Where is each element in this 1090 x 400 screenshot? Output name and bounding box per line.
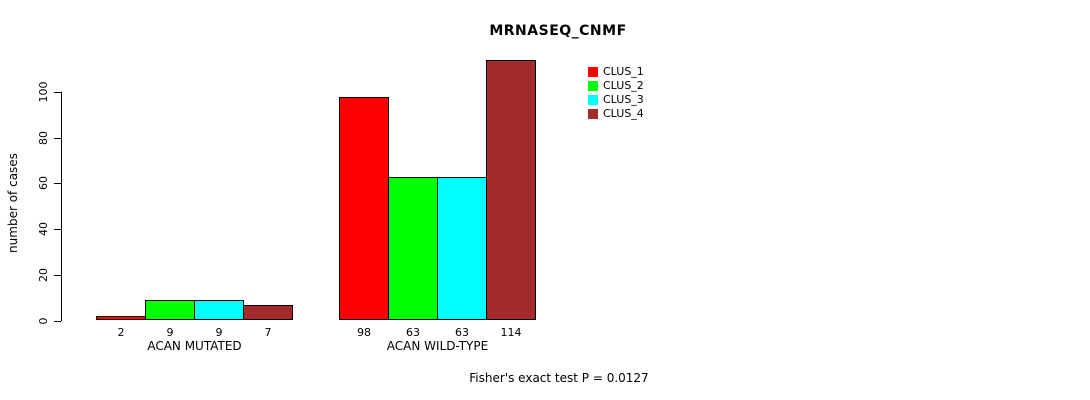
legend-label-clus_2: CLUS_2 (603, 79, 644, 92)
y-tick (54, 92, 61, 93)
bar-value-label: 114 (500, 326, 522, 339)
legend-swatch-clus_1 (588, 67, 598, 77)
chart-title: MRNASEQ_CNMF (489, 23, 627, 39)
legend-swatch-clus_4 (588, 109, 598, 119)
category-label: ACAN MUTATED (147, 339, 242, 353)
bar-value-label: 7 (264, 326, 272, 339)
bar-value-label: 63 (406, 326, 420, 339)
bar-clus_2-group1 (145, 299, 195, 321)
legend-label-clus_3: CLUS_3 (603, 93, 644, 106)
bar-clus_1-group1 (96, 315, 146, 321)
y-tick-label: 60 (37, 176, 50, 191)
y-tick (54, 137, 61, 139)
legend-label-clus_4: CLUS_4 (603, 107, 644, 120)
legend-swatch-clus_3 (588, 95, 598, 105)
y-axis-label: number of cases (6, 153, 20, 253)
bar-clus_3-group1 (194, 299, 244, 321)
category-label: ACAN WILD-TYPE (386, 339, 489, 353)
y-tick-label: 20 (37, 267, 50, 282)
stat-test-annotation: Fisher's exact test P = 0.0127 (469, 371, 649, 385)
y-tick (54, 274, 61, 276)
y-tick-label: 40 (37, 222, 50, 237)
bar-clus_1-group2 (339, 96, 389, 321)
bar-clus_3-group2 (437, 176, 487, 321)
y-axis-line (61, 92, 62, 321)
y-tick-label: 0 (37, 317, 50, 324)
y-tick-label: 80 (37, 130, 50, 145)
bar-value-label: 2 (117, 326, 125, 339)
legend-swatch-clus_2 (588, 81, 598, 91)
legend-label-clus_1: CLUS_1 (603, 65, 644, 78)
bar-clus_2-group2 (388, 176, 438, 321)
y-tick (54, 183, 61, 185)
bar-clus_4-group1 (243, 304, 293, 321)
y-tick-label: 100 (37, 81, 50, 103)
bar-value-label: 9 (215, 326, 223, 339)
y-tick (54, 229, 61, 231)
bar-value-label: 98 (357, 326, 371, 339)
bar-value-label: 9 (166, 326, 174, 339)
y-tick (54, 320, 61, 322)
bar-clus_4-group2 (486, 60, 536, 321)
bar-value-label: 63 (455, 326, 469, 339)
